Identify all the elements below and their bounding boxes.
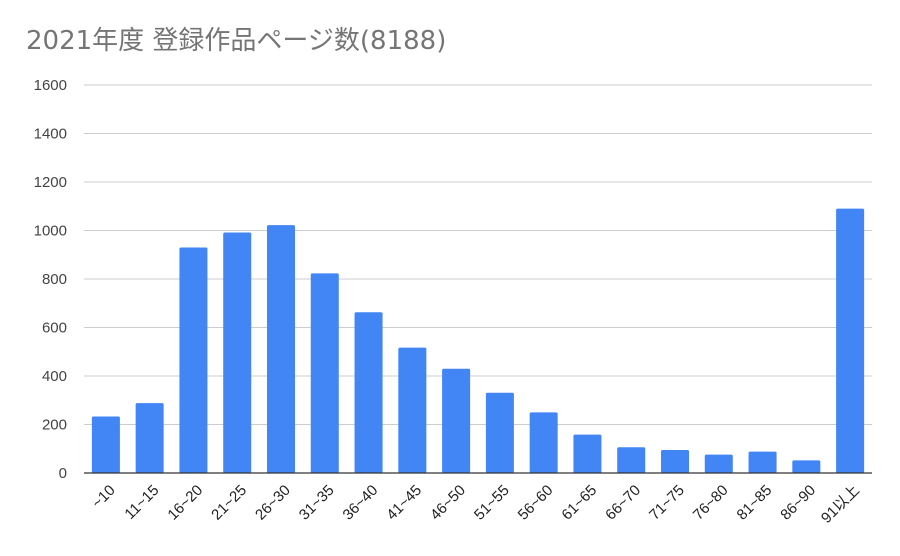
x-tick-label: 16~20	[164, 482, 206, 524]
x-tick-label: 26~30	[252, 482, 294, 524]
x-tick-label: 11~15	[121, 482, 162, 523]
x-tick-label: 86~90	[777, 482, 819, 524]
chart-title: 2021年度 登録作品ページ数(8188)	[26, 26, 447, 56]
x-axis-ticks: ~10 11~15 16~20 21~25 26~30 31~35 36~40 41~45 46…	[89, 482, 863, 527]
bar-10	[529, 412, 558, 473]
bar-0	[91, 416, 120, 473]
x-tick-label: 46~50	[427, 482, 469, 524]
y-axis-ticks: 0 200 400 600 800 1000 1200 1400 1600	[34, 77, 67, 482]
bar-12	[617, 447, 646, 473]
bar-9	[485, 392, 514, 473]
x-tick-label: 71~75	[646, 482, 688, 524]
x-tick-label: 41~45	[383, 482, 425, 524]
x-tick-label: 61~65	[558, 482, 600, 524]
x-tick-label: 66~70	[602, 482, 644, 524]
bar-13	[660, 449, 690, 473]
x-tick-label: 76~80	[690, 482, 732, 524]
x-tick-label: 31~35	[296, 482, 338, 524]
y-tick-label: 200	[42, 417, 67, 434]
y-tick-label: 1200	[34, 174, 67, 191]
x-tick-label: 36~40	[340, 482, 382, 524]
y-tick-label: 1000	[34, 223, 67, 240]
bar-2	[179, 247, 208, 473]
bar-4	[266, 225, 296, 473]
bar-11	[573, 434, 602, 473]
bar-1	[135, 403, 164, 473]
bars	[91, 208, 865, 474]
bar-14	[704, 454, 733, 473]
y-tick-label: 1400	[34, 126, 67, 143]
x-tick-label: 56~60	[515, 482, 557, 524]
x-tick-label: 21~25	[208, 482, 250, 524]
y-tick-label: 800	[42, 271, 67, 288]
y-tick-label: 1600	[34, 77, 67, 94]
x-tick-label: 51~55	[471, 482, 513, 524]
y-tick-label: 600	[42, 320, 67, 337]
bar-6	[354, 312, 383, 473]
y-tick-label: 400	[42, 368, 67, 385]
x-tick-label: 91以上	[818, 482, 863, 527]
bar-15	[748, 451, 777, 473]
bar-8	[442, 368, 471, 473]
x-tick-label: ~10	[89, 482, 119, 512]
bar-7	[398, 347, 427, 473]
gridlines	[84, 84, 872, 425]
bar-5	[310, 273, 339, 473]
x-tick-label: 81~85	[734, 482, 776, 524]
y-tick-label: 0	[59, 465, 67, 482]
bar-17	[836, 208, 865, 474]
bar-16	[792, 460, 821, 473]
bar-3	[223, 232, 252, 473]
